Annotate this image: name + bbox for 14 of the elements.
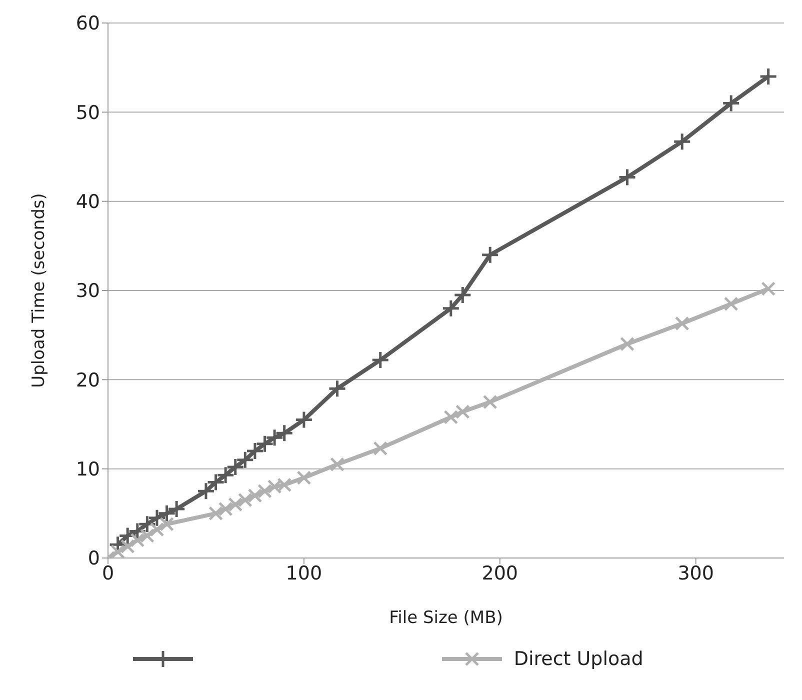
x-tick-label: 300 bbox=[678, 562, 714, 584]
x-tick-label: 200 bbox=[482, 562, 518, 584]
y-tick-label: 0 bbox=[88, 548, 100, 570]
x-tick-label: 0 bbox=[102, 562, 114, 584]
y-tick-label: 50 bbox=[76, 102, 100, 124]
y-tick-label: 10 bbox=[76, 458, 100, 481]
y-tick-label: 30 bbox=[76, 280, 100, 302]
y-tick-label: 40 bbox=[76, 191, 100, 214]
x-axis-title: File Size (MB) bbox=[389, 608, 503, 628]
y-tick-label: 20 bbox=[76, 369, 100, 392]
y-tick-label: 60 bbox=[76, 12, 100, 35]
x-tick-label: 100 bbox=[286, 562, 322, 584]
legend-label: Direct Upload bbox=[514, 648, 644, 670]
y-axis-title: Upload Time (seconds) bbox=[29, 193, 50, 388]
